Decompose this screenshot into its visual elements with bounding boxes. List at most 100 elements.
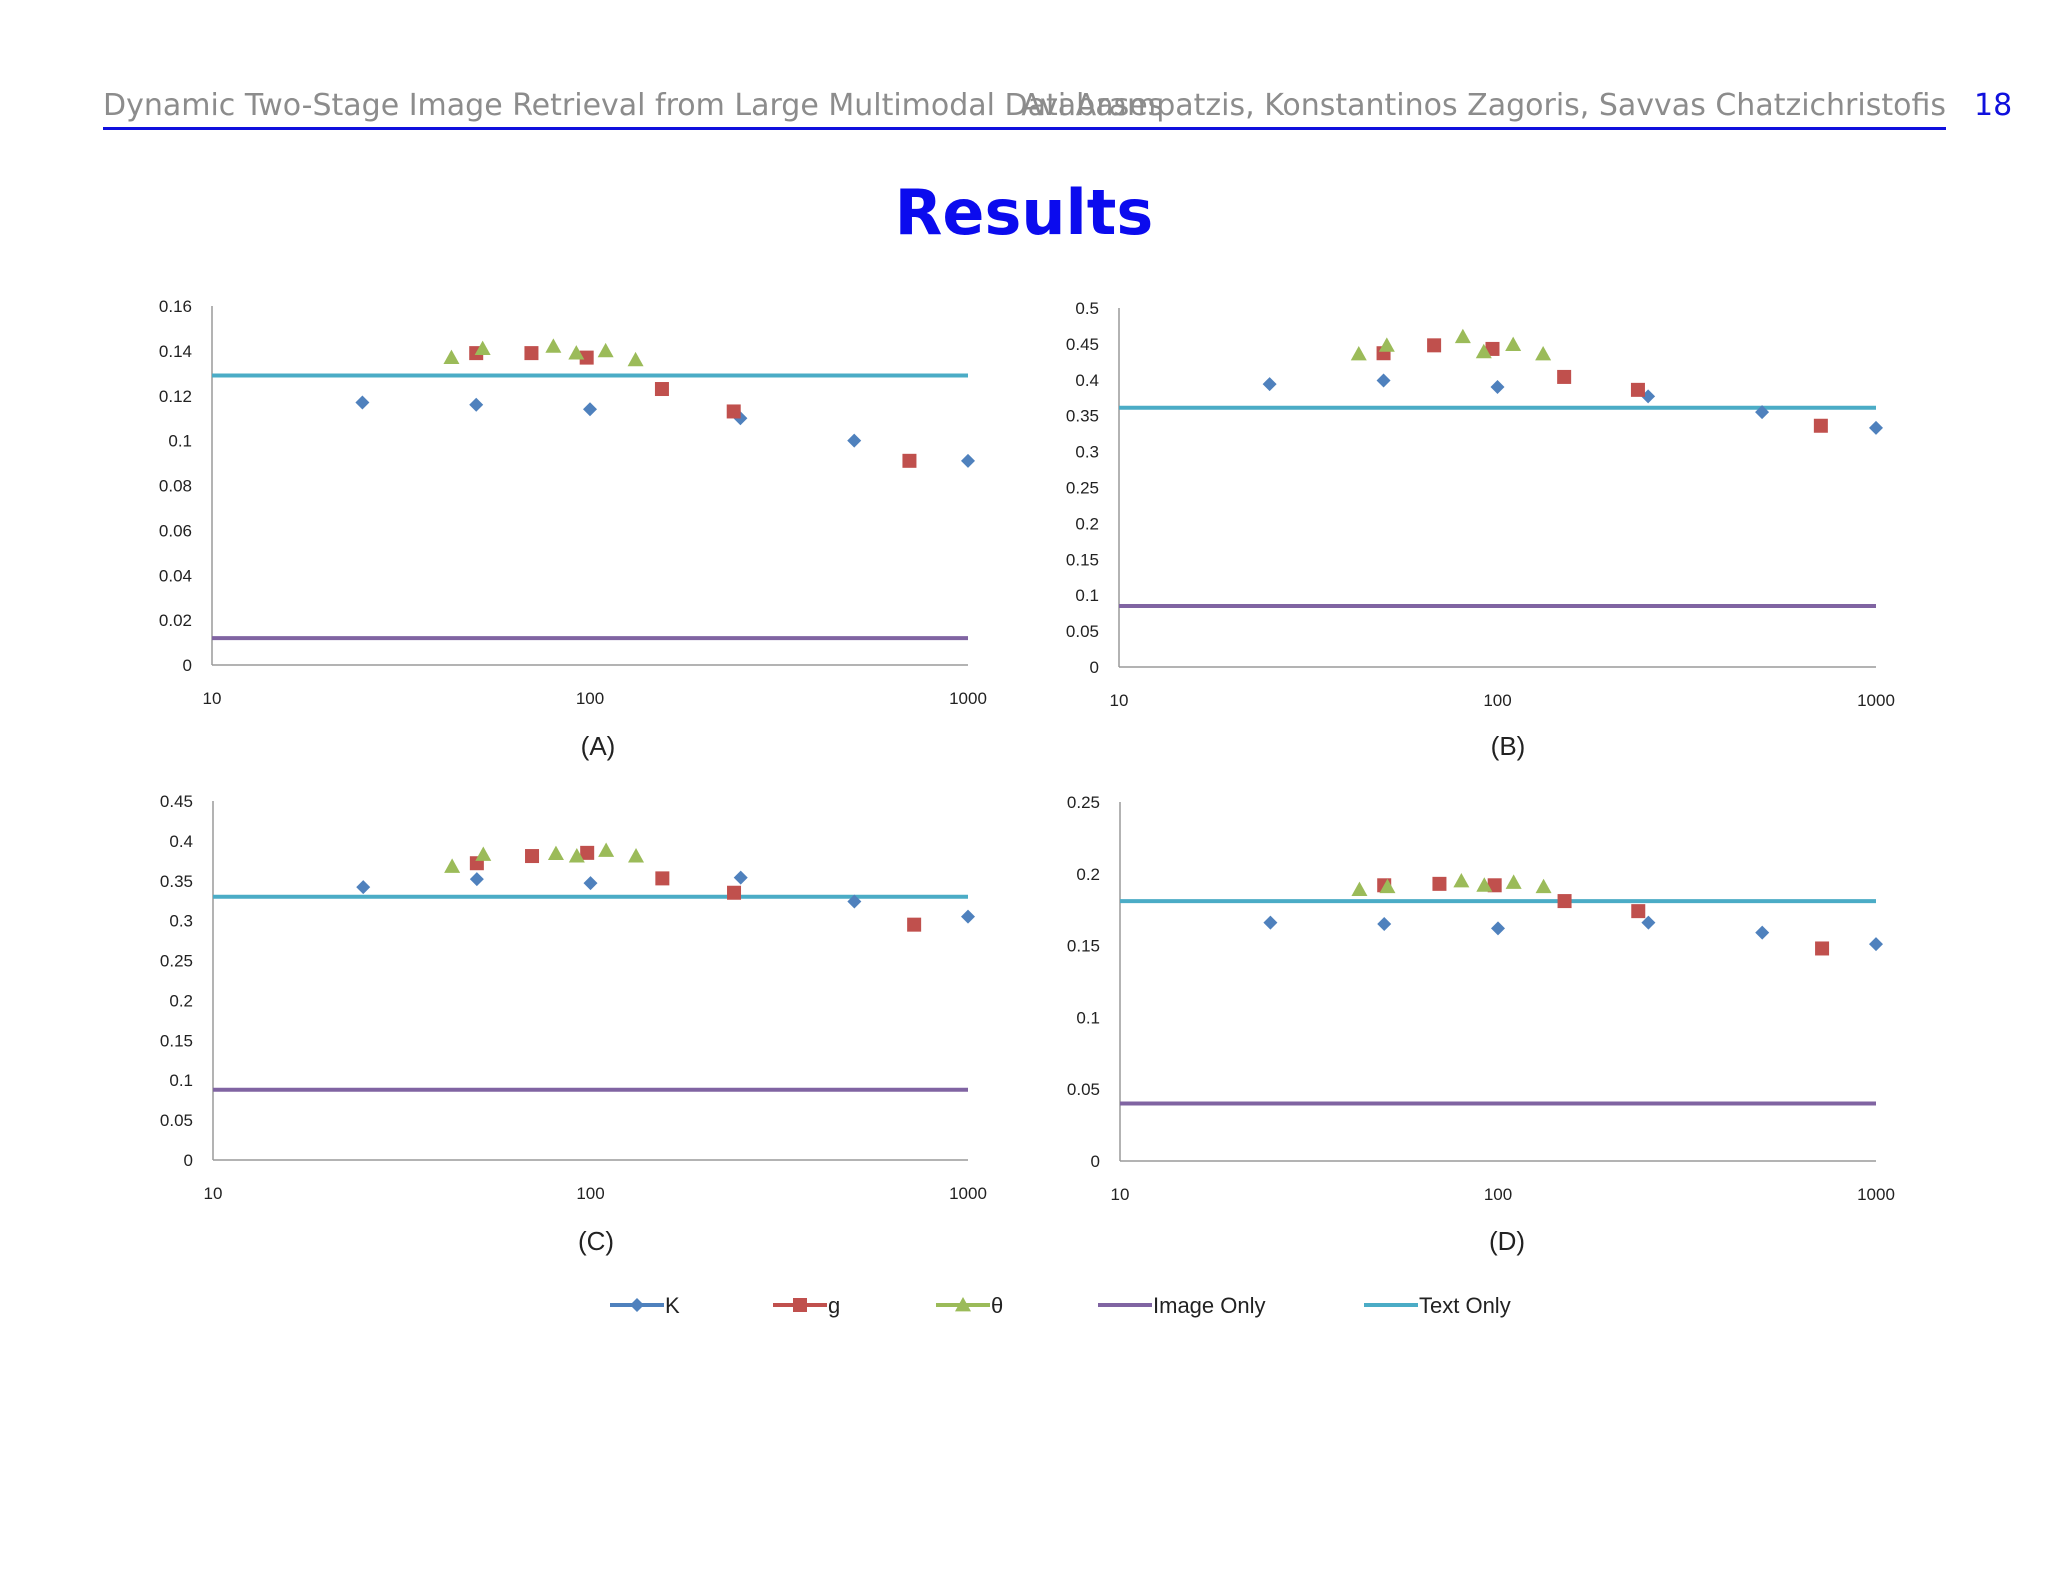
x-tick-label: 1000 <box>1857 1185 1895 1204</box>
x-tick-label: 100 <box>576 689 604 708</box>
legend-marker-k <box>630 1298 644 1312</box>
header-authors: Avi Arampatzis, Konstantinos Zagoris, Sa… <box>1021 88 1946 123</box>
y-tick-label: 0.15 <box>1067 937 1100 956</box>
y-tick-label: 0 <box>1090 658 1099 677</box>
chart-caption: (D) <box>1489 1226 1525 1256</box>
y-tick-label: 0.06 <box>159 521 192 540</box>
x-tick-label: 10 <box>1110 691 1129 710</box>
point-k <box>355 395 370 410</box>
y-tick-label: 0 <box>1091 1152 1100 1171</box>
chart-b: 0 0.05 0.1 0.15 0.2 0.25 0.3 0.35 0.4 0.45 0.5 10 10… <box>1066 299 1895 761</box>
point-k <box>1263 915 1278 930</box>
y-tick-label: 0.2 <box>1076 865 1100 884</box>
chart-caption: (C) <box>578 1226 614 1256</box>
legend-label-g: g <box>828 1293 840 1318</box>
point-theta <box>628 848 645 863</box>
point-theta <box>1350 345 1367 361</box>
point-k <box>1641 915 1656 930</box>
point-k <box>1377 917 1392 932</box>
legend-label-k: K <box>665 1293 680 1318</box>
y-tick-label: 0.45 <box>160 792 193 811</box>
point-k <box>583 402 597 417</box>
y-tick-label: 0.02 <box>159 611 192 630</box>
x-tick-label: 1000 <box>949 1184 987 1203</box>
y-tick-label: 0.25 <box>1066 479 1099 498</box>
legend-marker-g <box>793 1298 807 1312</box>
point-g <box>1427 338 1442 353</box>
point-k <box>1755 925 1770 940</box>
x-tick-label: 10 <box>204 1184 223 1203</box>
point-g <box>1485 341 1500 356</box>
point-k <box>469 397 484 412</box>
point-g <box>524 346 539 361</box>
point-g <box>1432 876 1447 891</box>
y-tick-label: 0.3 <box>1075 443 1099 462</box>
point-theta <box>568 345 585 360</box>
x-tick-label: 1000 <box>1857 691 1895 710</box>
y-tick-label: 0.1 <box>169 1071 193 1090</box>
point-theta <box>545 338 562 353</box>
chart-a: 0 0.02 0.04 0.06 0.08 0.1 0.12 0.14 0.16 10 100 100… <box>159 297 987 761</box>
point-k <box>1490 379 1505 394</box>
point-g <box>1815 941 1830 956</box>
point-g <box>902 453 917 468</box>
point-k <box>961 909 975 924</box>
y-tick-label: 0.35 <box>1066 407 1099 426</box>
point-theta <box>547 845 564 861</box>
y-tick-label: 0 <box>184 1151 193 1170</box>
point-g <box>727 885 742 900</box>
chart-caption: (B) <box>1491 731 1526 761</box>
point-g <box>907 917 922 932</box>
point-g <box>654 382 669 397</box>
point-theta <box>597 342 614 358</box>
x-tick-label: 1000 <box>949 689 987 708</box>
legend-marker-theta <box>955 1297 971 1312</box>
point-g <box>580 845 595 860</box>
y-tick-label: 0.1 <box>1076 1008 1100 1027</box>
y-tick-label: 0.05 <box>1066 622 1099 641</box>
point-g <box>1557 894 1572 909</box>
point-theta <box>475 846 492 861</box>
chart-d: 0 0.05 0.1 0.15 0.2 0.25 10 100 1000 (D) <box>1067 793 1895 1256</box>
y-tick-label: 0 <box>183 656 192 675</box>
y-tick-label: 0.08 <box>159 477 192 496</box>
y-tick-label: 0.14 <box>159 342 192 361</box>
point-g <box>1631 904 1646 919</box>
point-k <box>469 872 484 887</box>
y-tick-label: 0.15 <box>1066 550 1099 569</box>
y-tick-label: 0.4 <box>1075 371 1099 390</box>
y-tick-label: 0.45 <box>1066 335 1099 354</box>
point-g <box>525 849 540 864</box>
x-tick-label: 100 <box>1483 691 1511 710</box>
slide-title: Results <box>894 176 1154 249</box>
point-theta <box>1454 328 1471 344</box>
y-tick-label: 0.12 <box>159 387 192 406</box>
point-k <box>356 880 371 895</box>
y-tick-label: 0.3 <box>169 912 193 931</box>
point-k <box>847 894 862 909</box>
y-tick-label: 0.1 <box>168 432 192 451</box>
y-tick-label: 0.05 <box>1067 1080 1100 1099</box>
y-tick-label: 0.05 <box>160 1111 193 1130</box>
point-theta <box>1351 881 1368 896</box>
point-theta <box>568 848 585 863</box>
x-tick-label: 10 <box>203 689 222 708</box>
point-g <box>1487 878 1502 893</box>
point-g <box>1813 418 1828 433</box>
point-theta <box>1535 878 1552 894</box>
y-tick-label: 0.1 <box>1075 586 1099 605</box>
page-number: 18 <box>1974 88 2013 123</box>
legend-label-image-only: Image Only <box>1153 1293 1266 1318</box>
point-theta <box>1475 343 1492 359</box>
point-theta <box>598 842 615 857</box>
y-tick-label: 0.04 <box>159 566 192 585</box>
point-g <box>726 404 741 419</box>
point-theta <box>1535 345 1552 361</box>
point-k <box>847 433 862 448</box>
point-theta <box>1505 336 1522 352</box>
point-theta <box>444 858 461 873</box>
y-tick-label: 0.16 <box>159 297 192 316</box>
y-tick-label: 0.25 <box>1067 793 1100 812</box>
point-theta <box>1378 337 1395 352</box>
